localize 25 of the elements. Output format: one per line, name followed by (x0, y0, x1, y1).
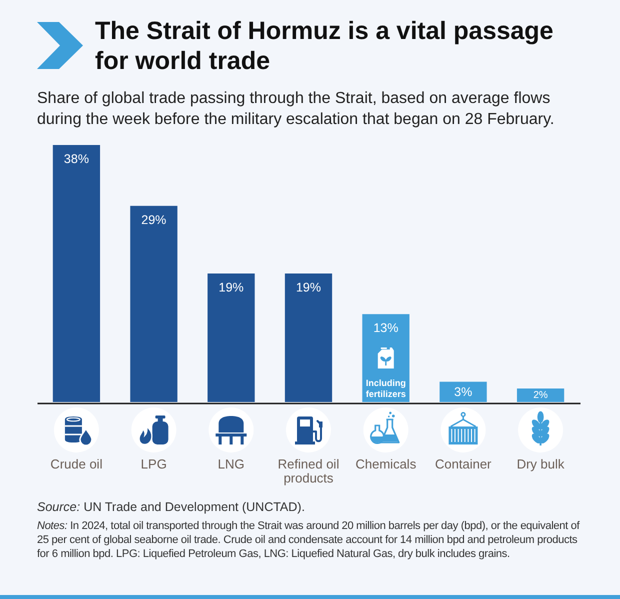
bar (284, 274, 332, 402)
x-tick-label: LPG (140, 456, 167, 472)
x-tick-label: Container (435, 456, 492, 472)
x-tick-label: LNG (218, 456, 245, 472)
data-label: 19% (296, 280, 322, 294)
bar (516, 388, 564, 402)
x-tick-label: Dry bulk (516, 456, 565, 472)
x-tick-label: Chemicals (356, 456, 417, 472)
chart-subtitle: Share of global trade passing through the Strait, based on average flows during the week before the military escalation that began on 28 February. (37, 89, 556, 130)
bar (208, 274, 255, 402)
data-label: 13% (373, 321, 398, 336)
bar (130, 206, 178, 402)
chart-title: The Strait of Hormuz is a vital passage for world trade (95, 16, 554, 76)
data-label: 3% (454, 384, 472, 399)
data-label: 2% (533, 390, 548, 402)
x-tick-label: Refined oil products (278, 456, 340, 486)
x-tick-label: Crude oil (50, 456, 103, 472)
bar (52, 145, 100, 402)
bar (440, 382, 487, 402)
text: Notes: In 2024, total oil transported through the Strait was around 20 million barrels per day (bpd), or the equivalent of 25 per cent of global seaborne oil trade. Crude oil and condensate account for 14 million bpd and petroleum products for 6 million bpd. LPG: Liquefied Petroleum Gas, LNG: Liquefied Natural Gas, dry bulk includes grains. (37, 519, 581, 561)
data-label: 19% (218, 280, 244, 294)
data-label: 38% (64, 152, 89, 166)
source-note: Source: UN Trade and Development (UNCTAD). (37, 500, 306, 515)
annotation: Including fertilizers (366, 378, 406, 399)
data-label: 29% (141, 212, 166, 227)
